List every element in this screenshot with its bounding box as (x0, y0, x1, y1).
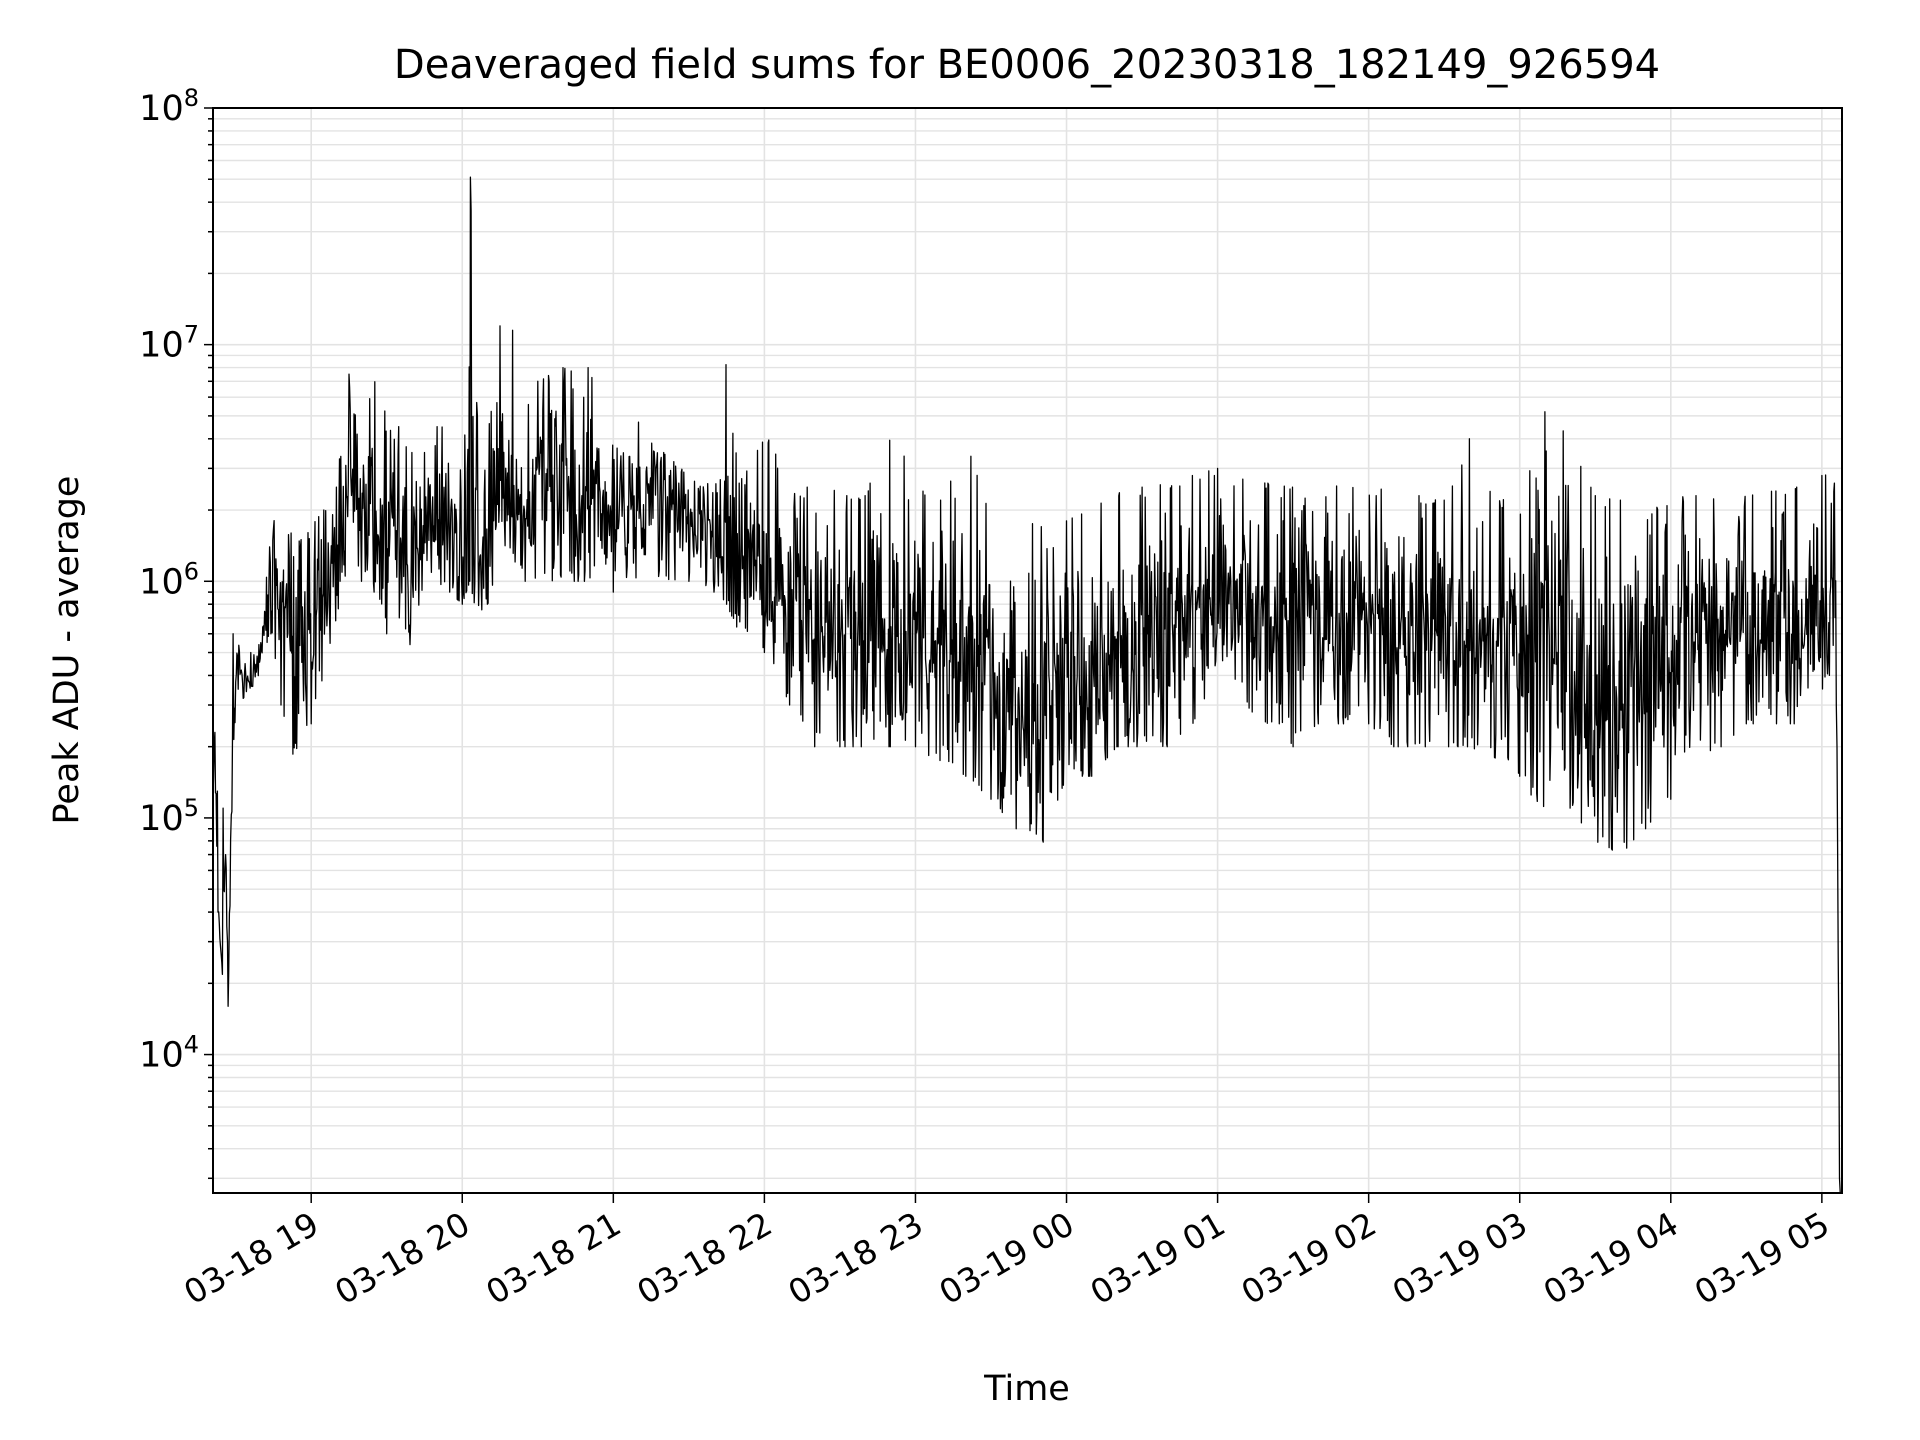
y-tick-base: 10 (139, 326, 184, 366)
plot-area (213, 176, 1841, 1193)
y-tick-label: 107 (139, 321, 199, 366)
chart-title: Deaveraged field sums for BE0006_2023031… (394, 42, 1660, 88)
y-tick-base: 10 (139, 89, 184, 129)
y-tick-label: 108 (139, 84, 199, 129)
y-tick-exponent: 8 (184, 84, 199, 112)
x-axis-label: Time (983, 1369, 1070, 1409)
series-line (213, 176, 1841, 1193)
y-axis-label: Peak ADU - average (47, 476, 87, 825)
y-tick-exponent: 6 (184, 557, 199, 585)
y-tick-exponent: 4 (184, 1031, 199, 1059)
y-tick-label: 105 (139, 794, 199, 839)
y-tick-exponent: 5 (184, 794, 199, 822)
y-tick-exponent: 7 (184, 321, 199, 349)
y-tick-base: 10 (139, 562, 184, 602)
y-tick-label: 104 (139, 1031, 199, 1076)
series-layer (213, 176, 1841, 1193)
y-tick-base: 10 (139, 799, 184, 839)
y-tick-label: 106 (139, 557, 199, 602)
axes-frame (212, 107, 1843, 1194)
y-tick-base: 10 (139, 1036, 184, 1076)
